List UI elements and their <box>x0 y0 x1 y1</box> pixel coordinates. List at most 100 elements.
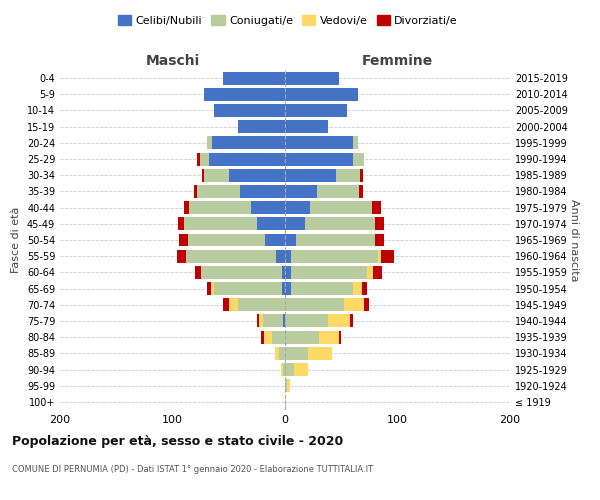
Bar <box>285 363 294 376</box>
Bar <box>353 136 358 149</box>
Bar <box>214 282 281 295</box>
Bar <box>285 104 347 117</box>
Bar <box>275 347 280 360</box>
Bar <box>379 250 380 262</box>
Bar <box>375 218 384 230</box>
Bar <box>319 330 339 344</box>
Bar <box>200 266 281 279</box>
Bar <box>371 201 380 214</box>
Bar <box>177 250 186 262</box>
Bar <box>305 218 375 230</box>
Bar <box>350 314 353 328</box>
Bar <box>285 396 286 408</box>
Bar <box>202 169 204 181</box>
Bar <box>186 250 276 262</box>
Bar <box>308 347 332 360</box>
Bar <box>285 169 335 181</box>
Bar <box>223 72 285 85</box>
Bar <box>285 282 290 295</box>
Bar <box>353 282 361 295</box>
Bar <box>364 298 370 311</box>
Bar <box>283 314 285 328</box>
Text: COMUNE DI PERNUMIA (PD) - Dati ISTAT 1° gennaio 2020 - Elaborazione TUTTITALIA.I: COMUNE DI PERNUMIA (PD) - Dati ISTAT 1° … <box>12 465 373 474</box>
Bar <box>281 266 285 279</box>
Bar <box>194 185 197 198</box>
Bar <box>353 152 364 166</box>
Bar <box>294 363 308 376</box>
Bar <box>359 185 362 198</box>
Bar <box>229 298 238 311</box>
Bar <box>271 330 285 344</box>
Bar <box>339 330 341 344</box>
Bar <box>212 136 285 149</box>
Text: Popolazione per età, sesso e stato civile - 2020: Popolazione per età, sesso e stato civil… <box>12 435 343 448</box>
Bar <box>380 250 394 262</box>
Bar <box>296 234 375 246</box>
Bar <box>285 234 296 246</box>
Bar <box>290 282 353 295</box>
Bar <box>290 250 379 262</box>
Bar <box>281 363 283 376</box>
Bar <box>276 250 285 262</box>
Bar <box>204 88 285 101</box>
Bar <box>285 201 310 214</box>
Bar <box>262 330 263 344</box>
Bar <box>214 104 285 117</box>
Bar <box>184 201 190 214</box>
Bar <box>328 314 350 328</box>
Bar <box>190 201 251 214</box>
Bar <box>285 218 305 230</box>
Legend: Celibi/Nubili, Coniugati/e, Vedovi/e, Divorziati/e: Celibi/Nubili, Coniugati/e, Vedovi/e, Di… <box>113 10 463 30</box>
Bar <box>257 218 285 230</box>
Bar <box>281 282 285 295</box>
Bar <box>285 72 339 85</box>
Bar <box>197 152 199 166</box>
Bar <box>367 266 373 279</box>
Bar <box>211 282 214 295</box>
Bar <box>257 314 259 328</box>
Bar <box>375 234 384 246</box>
Bar <box>263 314 283 328</box>
Bar <box>204 169 229 181</box>
Bar <box>285 314 328 328</box>
Text: Femmine: Femmine <box>362 54 433 68</box>
Bar <box>343 298 364 311</box>
Bar <box>361 169 362 181</box>
Bar <box>287 379 290 392</box>
Bar <box>285 298 343 311</box>
Bar <box>188 234 265 246</box>
Bar <box>178 218 184 230</box>
Bar <box>373 266 382 279</box>
Bar <box>280 347 285 360</box>
Bar <box>208 282 211 295</box>
Bar <box>285 250 290 262</box>
Y-axis label: Anni di nascita: Anni di nascita <box>569 198 579 281</box>
Bar <box>195 266 200 279</box>
Bar <box>263 330 271 344</box>
Y-axis label: Fasce di età: Fasce di età <box>11 207 21 273</box>
Bar <box>197 185 240 198</box>
Bar <box>240 185 285 198</box>
Bar <box>285 152 353 166</box>
Text: Maschi: Maschi <box>145 54 200 68</box>
Bar <box>179 234 188 246</box>
Bar <box>317 185 359 198</box>
Bar <box>335 169 361 181</box>
Bar <box>238 120 285 133</box>
Bar <box>208 136 212 149</box>
Bar <box>283 363 285 376</box>
Bar <box>285 136 353 149</box>
Bar <box>184 218 257 230</box>
Bar <box>285 379 287 392</box>
Bar <box>265 234 285 246</box>
Bar <box>285 347 308 360</box>
Bar <box>251 201 285 214</box>
Bar <box>259 314 263 328</box>
Bar <box>209 152 285 166</box>
Bar <box>238 298 285 311</box>
Bar <box>223 298 229 311</box>
Bar <box>199 152 209 166</box>
Bar <box>229 169 285 181</box>
Bar <box>285 120 328 133</box>
Bar <box>285 330 319 344</box>
